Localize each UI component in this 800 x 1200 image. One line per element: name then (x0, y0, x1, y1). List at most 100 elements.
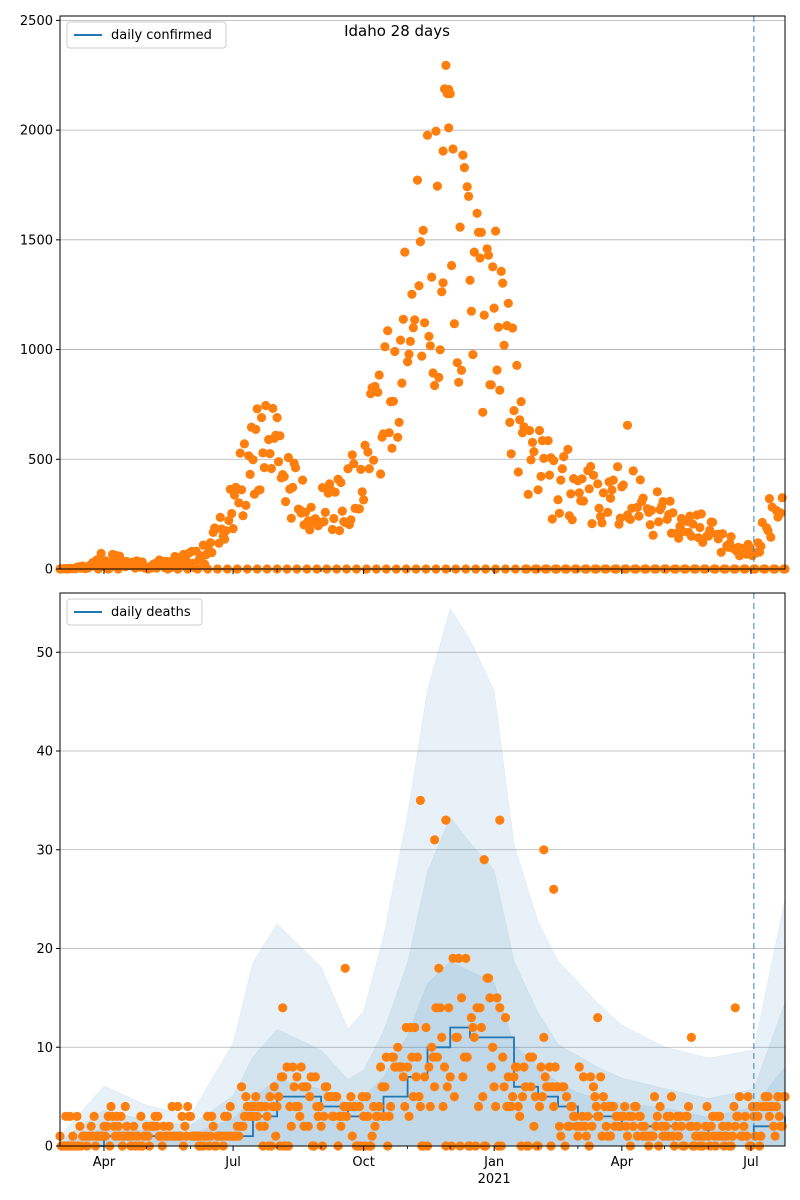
deaths-observed-point (682, 1111, 692, 1121)
deaths-observed-point (439, 1062, 450, 1072)
confirmed-observed-point (539, 453, 549, 463)
deaths-observed-point (225, 1101, 235, 1112)
deaths-x-axis: Apr Jul Oct Jan Apr Jul 2021 (93, 1146, 759, 1187)
deaths-observed-point (278, 1003, 288, 1013)
deaths-observed-point (729, 1101, 739, 1112)
confirmed-observed-point (469, 247, 479, 257)
confirmed-observed-point (252, 404, 262, 414)
confirmed-observed-point (449, 319, 459, 329)
confirmed-observed-point (336, 477, 346, 488)
deaths-observed-point (739, 1121, 749, 1131)
deaths-observed-point (517, 1092, 528, 1102)
deaths-observed-point (386, 1101, 396, 1112)
confirmed-observed-point (330, 487, 340, 497)
deaths-observed-point (513, 1101, 523, 1112)
confirmed-y-tick-label: 2000 (20, 124, 53, 139)
confirmed-observed-point (347, 450, 357, 460)
confirmed-observed-point (376, 469, 386, 479)
deaths-observed-point (136, 1111, 146, 1121)
deaths-observed-point (72, 1111, 82, 1121)
confirmed-y-tick-label: 500 (28, 453, 53, 468)
confirmed-observed-point (434, 372, 444, 382)
deaths-observed-point (655, 1101, 665, 1112)
confirmed-observed-point (384, 428, 394, 438)
confirmed-observed-point (266, 463, 276, 474)
deaths-observed-point (580, 1121, 590, 1131)
deaths-observed-point (674, 1131, 684, 1141)
confirmed-observed-point (224, 515, 234, 526)
deaths-observed-point (259, 1121, 269, 1131)
confirmed-observed-point (448, 144, 458, 154)
confirmed-observed-point (674, 533, 684, 543)
confirmed-observed-point (430, 380, 440, 391)
confirmed-observed-point (228, 524, 238, 534)
confirmed-observed-point (648, 530, 658, 540)
confirmed-observed-point (603, 507, 613, 517)
deaths-observed-point (241, 1092, 251, 1102)
deaths-observed-point (120, 1101, 130, 1112)
deaths-x-year-label: 2021 (478, 1172, 511, 1187)
deaths-observed-point (393, 1042, 403, 1052)
deaths-observed-point (183, 1101, 193, 1112)
deaths-observed-point (500, 1013, 511, 1023)
confirmed-observed-point (337, 506, 347, 516)
confirmed-observed-point (744, 542, 755, 552)
confirmed-observed-point (478, 407, 488, 417)
deaths-observed-point (550, 1062, 560, 1072)
deaths-observed-point (515, 1111, 525, 1121)
deaths-observed-point (449, 1092, 459, 1102)
deaths-observed-point (442, 1082, 452, 1092)
confirmed-observed-point (317, 483, 328, 493)
deaths-observed-point (292, 1072, 302, 1082)
confirmed-observed-point (764, 494, 775, 504)
deaths-observed-point (639, 1121, 650, 1131)
deaths-observed-point (208, 1121, 218, 1131)
deaths-legend: daily deaths (66, 598, 203, 626)
confirmed-observed-point (444, 123, 454, 133)
confirmed-observed-point (275, 431, 285, 441)
deaths-observed-point (540, 1072, 550, 1082)
deaths-observed-point (586, 1072, 596, 1082)
confirmed-observed-point (237, 485, 247, 495)
deaths-observed-point (303, 1121, 313, 1131)
confirmed-observed-point (698, 537, 708, 548)
deaths-observed-point (499, 1082, 509, 1092)
deaths-observed-point (367, 1131, 377, 1141)
deaths-observed-point (512, 1062, 522, 1072)
deaths-observed-point (412, 1052, 423, 1062)
deaths-observed-point (665, 1111, 675, 1121)
deaths-observed-point (564, 1121, 574, 1131)
deaths-observed-point (265, 1092, 275, 1102)
deaths-observed-point (302, 1082, 312, 1092)
deaths-observed-point (627, 1111, 637, 1121)
deaths-observed-point (594, 1111, 604, 1121)
confirmed-observed-point (654, 517, 664, 527)
deaths-observed-point (261, 1101, 271, 1112)
deaths-observed-point (116, 1111, 126, 1121)
confirmed-observed-point (438, 146, 448, 156)
confirmed-observed-point (235, 448, 245, 458)
confirmed-observed-point (96, 548, 106, 559)
deaths-x-tick-label: Jan (483, 1155, 504, 1170)
deaths-observed-point (498, 1052, 508, 1062)
deaths-observed-point (252, 1111, 262, 1121)
deaths-observed-point (420, 1072, 430, 1082)
confirmed-observed-point (455, 222, 465, 232)
deaths-x-tick-label: Oct (352, 1155, 374, 1170)
confirmed-observed-point (281, 497, 291, 507)
deaths-observed-point (509, 1072, 519, 1082)
deaths-observed-point (430, 835, 440, 845)
deaths-observed-point (730, 1003, 740, 1013)
deaths-observed-point (661, 1121, 671, 1131)
confirmed-observed-point (708, 517, 718, 527)
confirmed-observed-point (454, 377, 464, 387)
deaths-observed-point (319, 1111, 329, 1121)
deaths-observed-point (628, 1121, 638, 1131)
deaths-observed-point (763, 1092, 773, 1102)
confirmed-observed-point (357, 487, 367, 497)
deaths-observed-point (342, 1111, 352, 1121)
confirmed-observed-point (408, 323, 418, 333)
confirmed-observed-point (221, 526, 231, 536)
deaths-observed-point (347, 1131, 357, 1141)
deaths-observed-point (598, 1092, 609, 1102)
